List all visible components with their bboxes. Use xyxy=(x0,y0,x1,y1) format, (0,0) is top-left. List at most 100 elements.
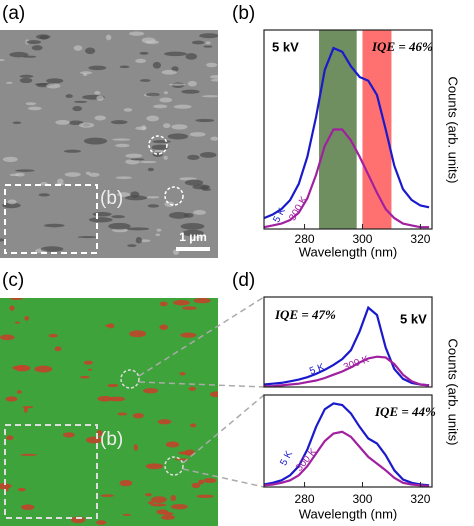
panel-label: (c) xyxy=(2,270,24,291)
texture xyxy=(105,324,111,327)
texture xyxy=(193,298,211,304)
texture xyxy=(34,365,53,373)
marker-circle xyxy=(120,369,140,389)
x-tick-label: 280 xyxy=(295,492,315,506)
texture xyxy=(9,173,20,177)
texture xyxy=(78,122,95,128)
texture xyxy=(189,132,206,137)
texture xyxy=(171,124,188,130)
y-axis-label: Counts (arb. units) xyxy=(446,339,461,446)
texture xyxy=(74,100,88,103)
panel-label: (a) xyxy=(2,3,25,24)
texture xyxy=(92,211,112,217)
texture xyxy=(57,178,64,185)
texture xyxy=(88,172,100,177)
texture xyxy=(193,210,207,215)
texture xyxy=(152,61,162,69)
texture xyxy=(27,106,42,111)
texture xyxy=(26,40,42,45)
texture xyxy=(94,115,106,121)
connector xyxy=(138,381,265,388)
texture xyxy=(189,423,197,428)
line-series xyxy=(263,430,430,488)
texture xyxy=(199,151,217,158)
connector xyxy=(138,296,265,377)
texture xyxy=(39,35,49,40)
texture xyxy=(199,33,218,39)
texture xyxy=(210,74,218,79)
annotation: IQE = 47% xyxy=(274,307,336,322)
plot-frame xyxy=(263,394,433,488)
y-axis-label: Counts (arb. units) xyxy=(446,77,461,184)
texture xyxy=(130,191,140,198)
texture xyxy=(139,160,157,164)
texture xyxy=(125,159,140,165)
texture xyxy=(153,104,168,109)
texture xyxy=(179,372,186,376)
series-label: 5 K xyxy=(278,449,295,468)
texture xyxy=(167,133,189,140)
texture xyxy=(119,479,133,487)
texture xyxy=(178,451,191,455)
texture xyxy=(100,494,115,497)
texture xyxy=(201,95,218,98)
texture xyxy=(155,233,161,237)
texture xyxy=(17,487,26,492)
texture xyxy=(147,501,155,505)
texture xyxy=(165,441,180,448)
texture xyxy=(163,123,171,129)
texture xyxy=(145,463,164,470)
texture xyxy=(146,196,160,199)
texture xyxy=(159,97,173,103)
shaded-band xyxy=(362,30,392,229)
texture xyxy=(48,333,58,338)
inset-label: (b) xyxy=(100,429,123,450)
texture xyxy=(96,429,103,437)
series-label: 5 K xyxy=(308,362,326,378)
texture xyxy=(196,494,214,498)
texture xyxy=(0,59,6,62)
texture xyxy=(183,213,194,218)
texture xyxy=(163,155,168,160)
texture xyxy=(122,513,131,516)
texture xyxy=(85,436,103,444)
texture xyxy=(194,235,204,239)
texture xyxy=(126,227,150,231)
texture xyxy=(171,504,188,510)
texture xyxy=(117,192,131,197)
texture xyxy=(117,412,128,416)
line-series xyxy=(263,46,430,220)
texture xyxy=(65,94,73,99)
texture xyxy=(139,239,151,243)
series-label: 300 K xyxy=(294,446,319,473)
texture xyxy=(2,156,18,163)
texture xyxy=(5,81,13,84)
plot-frame xyxy=(263,296,433,388)
texture xyxy=(135,236,143,244)
cl-map-image xyxy=(0,298,218,526)
x-tick-label: 320 xyxy=(410,232,430,246)
texture xyxy=(21,504,35,511)
scale-bar-label: 1 µm xyxy=(179,230,207,244)
texture xyxy=(195,118,215,123)
texture xyxy=(191,482,201,489)
texture xyxy=(115,143,130,148)
texture xyxy=(198,479,204,485)
texture xyxy=(68,120,84,126)
texture xyxy=(43,223,65,228)
panel-label: (b) xyxy=(232,3,255,24)
texture xyxy=(170,495,177,502)
panel-label: (d) xyxy=(232,270,255,291)
texture xyxy=(187,154,200,160)
texture xyxy=(19,74,34,78)
texture xyxy=(161,514,175,520)
texture xyxy=(187,80,197,87)
texture xyxy=(147,167,154,172)
texture xyxy=(173,104,192,109)
texture xyxy=(94,91,101,95)
texture xyxy=(6,435,14,441)
texture xyxy=(125,195,148,201)
texture xyxy=(210,136,218,141)
texture xyxy=(64,172,81,177)
